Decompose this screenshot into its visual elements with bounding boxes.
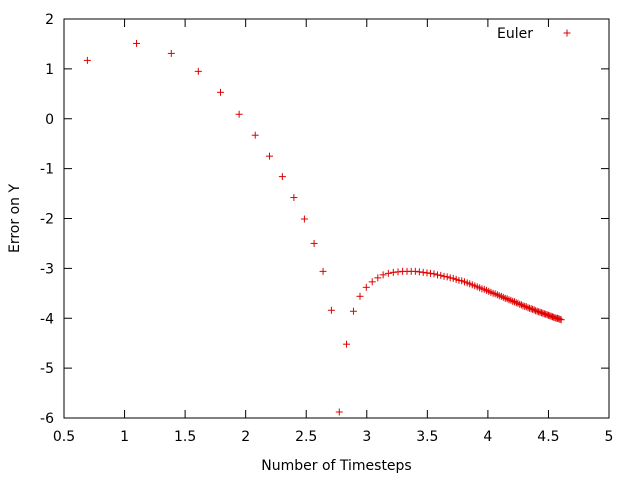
data-points bbox=[83, 39, 565, 416]
x-tick-label: 5 bbox=[605, 429, 614, 445]
y-tick-label: 0 bbox=[45, 112, 54, 128]
data-point bbox=[300, 215, 308, 223]
data-point bbox=[319, 267, 327, 275]
data-point bbox=[349, 307, 357, 315]
data-point bbox=[514, 299, 522, 307]
data-point bbox=[430, 270, 438, 278]
y-tick-labels: -6 -5 -4 -3 -2 -1 0 1 2 bbox=[40, 12, 54, 427]
data-point bbox=[503, 295, 511, 303]
data-point bbox=[194, 67, 202, 75]
data-point bbox=[343, 340, 351, 348]
x-tick-label: 1 bbox=[120, 429, 129, 445]
data-point bbox=[368, 278, 376, 286]
x-tick-label: 0.5 bbox=[53, 429, 75, 445]
y-tick-label: 2 bbox=[45, 12, 54, 28]
legend-marker bbox=[563, 29, 571, 37]
data-point bbox=[266, 152, 274, 160]
data-point bbox=[530, 306, 538, 314]
y-tick-label: -4 bbox=[40, 311, 54, 327]
y-tick-label: -3 bbox=[40, 261, 54, 277]
data-point bbox=[216, 88, 224, 96]
data-point bbox=[517, 301, 525, 309]
data-point bbox=[507, 296, 515, 304]
legend-marker-symbol bbox=[563, 29, 571, 37]
legend: Euler bbox=[497, 26, 571, 42]
x-tick-label: 4.5 bbox=[537, 429, 559, 445]
x-tick-label: 4 bbox=[483, 429, 492, 445]
x-tick-label: 1.5 bbox=[174, 429, 196, 445]
y-tick-label: -2 bbox=[40, 212, 54, 228]
data-point bbox=[251, 131, 259, 139]
data-point bbox=[327, 306, 335, 314]
data-point bbox=[379, 271, 387, 279]
data-point bbox=[374, 274, 382, 282]
y-tick-label: 1 bbox=[45, 62, 54, 78]
data-point bbox=[167, 49, 175, 57]
x-tick-labels: 0.5 1 1.5 2 2.5 3 3.5 4 4.5 5 bbox=[53, 429, 614, 445]
x-tick-label: 3.5 bbox=[416, 429, 438, 445]
data-point bbox=[133, 39, 141, 47]
data-point bbox=[83, 56, 91, 64]
data-point bbox=[290, 194, 298, 202]
axis-ticks bbox=[63, 18, 610, 419]
y-axis-label: Error on Y bbox=[7, 184, 23, 253]
data-point bbox=[522, 303, 530, 311]
data-point bbox=[335, 408, 343, 416]
x-tick-label: 2 bbox=[241, 429, 250, 445]
x-tick-label: 3 bbox=[362, 429, 371, 445]
data-point bbox=[356, 292, 364, 300]
data-point bbox=[384, 269, 392, 277]
y-tick-label: -6 bbox=[40, 411, 54, 427]
data-point bbox=[235, 110, 243, 118]
y-tick-label: -5 bbox=[40, 361, 54, 377]
data-point bbox=[437, 271, 445, 279]
data-point bbox=[278, 173, 286, 181]
x-axis-label: Number of Timesteps bbox=[261, 458, 411, 474]
y-tick-label: -1 bbox=[40, 162, 54, 178]
x-tick-label: 2.5 bbox=[295, 429, 317, 445]
data-point bbox=[449, 274, 457, 282]
data-point bbox=[443, 273, 451, 281]
legend-label: Euler bbox=[497, 26, 533, 42]
data-point bbox=[557, 316, 565, 324]
data-point bbox=[310, 239, 318, 247]
plot-frame bbox=[63, 18, 610, 419]
data-point bbox=[362, 283, 370, 291]
data-point bbox=[511, 298, 519, 306]
